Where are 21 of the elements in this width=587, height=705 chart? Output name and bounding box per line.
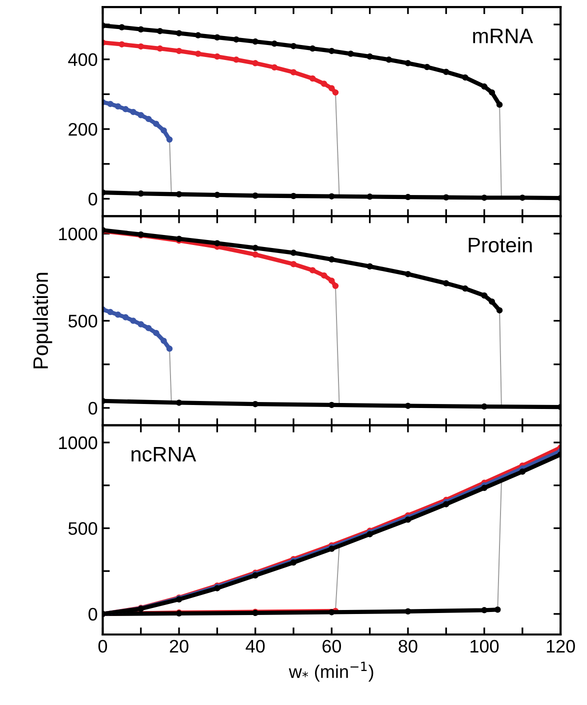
- annotation: mRNA: [473, 28, 534, 44]
- y-tick-label: 0: [88, 192, 98, 206]
- annotation: Protein: [468, 237, 532, 252]
- y-tick-label: 500: [68, 314, 98, 328]
- y-tick-label: 500: [68, 522, 98, 535]
- x-tick-label: 60: [322, 640, 341, 653]
- y-tick-label: 200: [68, 122, 98, 136]
- y-tick-label: 1000: [59, 228, 98, 240]
- x-tick-label: 120: [546, 640, 575, 653]
- y-tick-label: 1000: [59, 436, 98, 450]
- y-axis-title: Population: [32, 272, 52, 368]
- y-tick-label: 400: [68, 53, 98, 66]
- x-tick-label: 20: [170, 640, 188, 653]
- x-tick-label: 80: [398, 640, 418, 653]
- annotation: ncRNA: [132, 447, 196, 462]
- x-tick-label: 40: [246, 640, 265, 653]
- y-tick-label: 0: [88, 402, 98, 415]
- x-tick-label: 100: [470, 640, 499, 653]
- x-axis-title: w$_{*}$ (min$^{−1}$): [288, 662, 374, 682]
- x-tick-label: 0: [98, 640, 108, 653]
- y-tick-label: 0: [88, 608, 98, 621]
